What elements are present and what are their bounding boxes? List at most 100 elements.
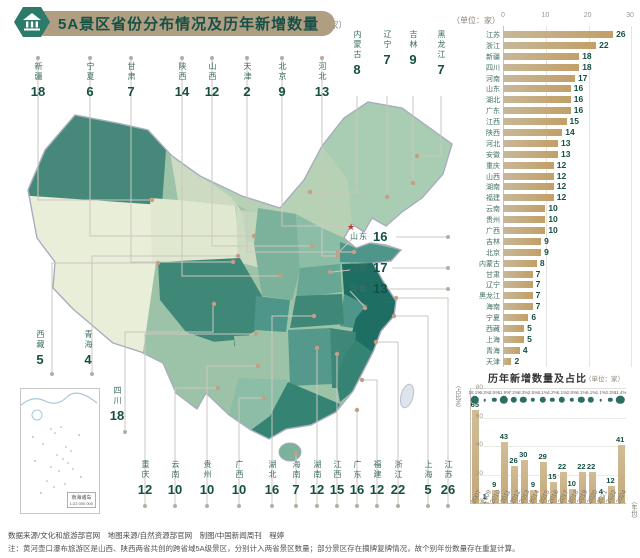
callout-province-name: 安徽 [350,284,368,293]
callout-province-name: 西藏 [36,330,45,350]
callout-province-value: 14 [174,84,190,99]
callout-province-name: 江西 [333,460,342,480]
province-bar-label: 陕西 [486,130,500,138]
page-title: 5A景区省份分布情况及历年新增数量 [32,11,336,36]
yearly-chart-ylabel: （占比%） [454,382,460,412]
yearly-pct-label: 7.2% [508,390,519,395]
province-bar [503,314,529,322]
hchart-tick-label: 20 [583,12,592,19]
callout-province-value: 18 [30,84,46,99]
province-bar [503,270,533,278]
province-bar-row: 辽宁 7 [452,279,638,290]
yearly-bar [578,471,586,503]
yearly-pct-dot [492,397,497,403]
yearly-gridline [471,417,626,419]
yearly-ytick: 40 [475,441,483,448]
yearly-bar [491,490,499,503]
province-bar-label: 河北 [486,140,500,148]
hchart-gridline [631,26,632,367]
callout-province-name: 云南 [171,460,180,480]
yearly-bar-value: 1 [482,491,487,501]
yearly-bar [598,497,606,503]
yearly-bar [540,461,548,503]
province-bar-row: 浙江 22 [452,40,638,51]
yearly-pct-dot [569,397,574,403]
province-bar-label: 宁夏 [486,315,500,323]
yearly-pct-label: 11.4% [613,390,627,395]
callout-province-value: 12 [204,84,220,99]
yearly-bar [482,501,490,503]
province-bar-row: 福建 12 [452,192,638,203]
yearly-pct-label: 6.1% [576,390,587,395]
yearly-bar [569,488,577,503]
province-bar-value: 18 [582,61,592,72]
province-bar [503,292,533,300]
callout-province-name: 陕西 [178,62,187,82]
yearly-gridline [471,474,626,476]
pavilion-icon [14,7,50,37]
yearly-pct-label: 1.1% [595,390,606,395]
province-bar-row: 重庆 12 [452,160,638,171]
map-callout-top: 山西 12 [199,62,225,99]
yearly-pct-dot [530,397,536,403]
callout-province-name: 海南 [292,460,301,480]
province-bar-row: 上海 5 [452,334,638,345]
province-bar-row: 江苏 26 [452,29,638,40]
yearly-pct-label: 3.3% [605,390,616,395]
map-outline [27,101,453,440]
callout-province-name: 河南 [350,263,368,272]
province-bar [503,303,533,311]
province-bar [503,129,563,137]
province-bar-label: 安徽 [486,151,500,159]
callout-province-value: 10 [167,482,183,497]
province-bar-row: 江西 15 [452,116,638,127]
yearly-bar [472,410,480,503]
yearly-bar [617,444,625,503]
yearly-pct-dot [520,396,527,404]
map-callout-bottom: 广西 10 [226,460,252,497]
callout-province-value: 6 [86,84,94,99]
province-bar-row: 西藏 5 [452,323,638,334]
yearly-bar-value: 22 [586,461,596,471]
province-bar-label: 广西 [486,228,500,236]
province-bar-label: 湖北 [486,97,500,105]
province-bar [503,161,554,169]
yearly-pct-dot [599,398,603,402]
callout-province-value: 13 [314,84,330,99]
yearly-bar-value: 41 [615,434,625,444]
province-bar-label: 广东 [486,108,500,116]
province-bar-label: 贵州 [486,217,500,225]
province-bar [503,172,554,180]
callout-province-name: 青海 [84,330,93,350]
callout-province-value: 7 [437,62,445,77]
yearly-bar-value: 22 [577,461,586,471]
province-bar-label: 吉林 [486,238,500,246]
province-bar-row: 山西 12 [452,171,638,182]
province-bar-label: 北京 [486,249,500,257]
province-bar-row: 贵州 10 [452,214,638,225]
hchart-tick-label: 30 [626,12,634,19]
province-bar-label: 上海 [486,336,500,344]
province-bar [503,346,520,354]
callout-province-value: 12 [137,482,153,497]
yearly-pct-label: 2.5% [527,390,539,395]
province-bar-label: 福建 [486,195,500,203]
yearly-pct-dot [615,395,625,405]
yearly-ytick: 60 [475,412,483,420]
callout-province-value: 12 [369,482,385,497]
yearly-chart-title: 历年新增数量及占比 [488,374,587,385]
yearly-bar [588,471,596,503]
callout-province-value: 10 [231,482,247,497]
callout-province-name: 湖南 [313,460,322,480]
province-bar-label: 甘肃 [486,271,500,279]
province-bar-row: 安徽 13 [452,149,638,160]
hchart-tick-label: 0 [501,12,505,19]
province-bar-value: 16 [573,105,584,116]
callout-province-name: 上海 [424,460,433,480]
yearly-pct-label: 6.1% [585,390,597,395]
yearly-bar-value: 4 [598,487,603,497]
callout-province-name: 福建 [373,460,382,480]
map-callout-right: 河南 17 [350,260,387,275]
map-callout-bottom: 江西 15 [324,460,350,497]
province-bar-label: 天津 [486,358,500,366]
